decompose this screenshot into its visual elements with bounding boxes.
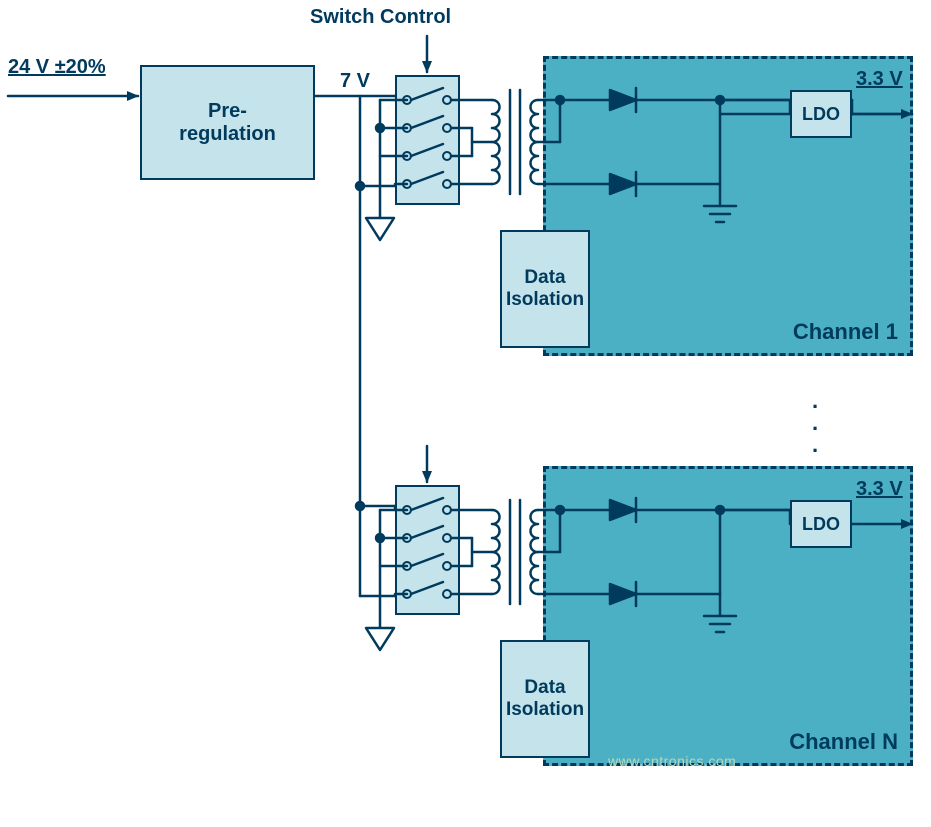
- data-isolation-n-block: Data Isolation: [500, 640, 590, 758]
- switch-n-box: [395, 485, 460, 615]
- ldo-n-block: LDO: [790, 500, 852, 548]
- output-voltage-1-label: 3.3 V: [856, 68, 903, 91]
- watermark-text: www.cntronics.com: [608, 753, 736, 769]
- transformer-1-icon: [492, 90, 538, 194]
- output-voltage-n-label: 3.3 V: [856, 478, 903, 501]
- channel-1-label: Channel 1: [793, 319, 898, 345]
- channel-1-region: Channel 1: [543, 56, 913, 356]
- ground-icon: [366, 218, 394, 240]
- ellipsis-dot: .: [812, 432, 818, 458]
- switch-control-label: Switch Control: [310, 6, 451, 29]
- diagram-canvas: Channel 1 Channel N Pre- regulation LDO …: [0, 0, 931, 827]
- channel-n-region: Channel N: [543, 466, 913, 766]
- mid-voltage-label: 7 V: [340, 70, 370, 93]
- ldo-1-block: LDO: [790, 90, 852, 138]
- channel-n-label: Channel N: [789, 729, 898, 755]
- transformer-n-icon: [492, 500, 538, 604]
- ground-icon: [366, 628, 394, 650]
- switch-1-box: [395, 75, 460, 205]
- data-isolation-1-block: Data Isolation: [500, 230, 590, 348]
- input-voltage-label: 24 V ±20%: [8, 56, 106, 79]
- pre-regulation-block: Pre- regulation: [140, 65, 315, 180]
